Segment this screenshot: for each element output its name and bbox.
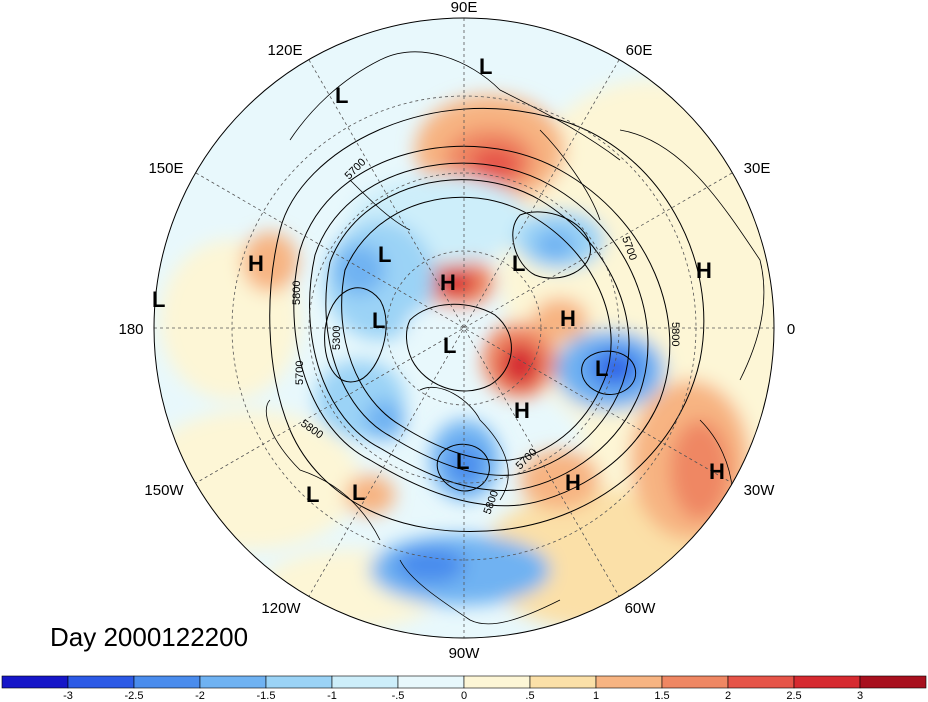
colorbar-tick-label: -2.5 <box>125 690 144 702</box>
lon-label-150w: 150W <box>144 482 184 499</box>
colorbar-box <box>265 675 333 689</box>
colorbar-box <box>727 675 795 689</box>
anomaly-field <box>154 18 774 638</box>
low-center: H <box>514 398 530 423</box>
colorbar-tick-label: 3 <box>857 690 863 702</box>
contour-label: 5800 <box>669 322 681 346</box>
colorbar-tick-label: 1.5 <box>654 690 669 702</box>
colorbar-box <box>1 675 69 689</box>
longitude-labels: 90E 60E 30E 0 30W 60W 90W 120W 150W 180 … <box>118 0 795 662</box>
colorbar-box <box>859 675 927 689</box>
contour-label: 5300 <box>331 326 343 350</box>
lon-label-150e: 150E <box>148 160 183 177</box>
high-center: H <box>565 470 581 495</box>
colorbar-tick-label: -1 <box>327 690 337 702</box>
lon-label-90e: 90E <box>451 0 478 16</box>
high-center: L <box>352 480 365 505</box>
colorbar-box <box>463 675 531 689</box>
map-boundary <box>153 17 775 639</box>
lon-label-180: 180 <box>118 321 143 338</box>
contour-label: 5700 <box>294 361 306 385</box>
lon-label-120w: 120W <box>261 600 301 617</box>
low-center: L <box>372 308 385 333</box>
lon-label-120e: 120E <box>267 42 302 59</box>
colorbar-tick-label: -3 <box>63 690 73 702</box>
lon-label-30e: 30E <box>744 160 771 177</box>
high-center: H <box>440 270 456 295</box>
colorbar-tick-label: 0 <box>461 690 467 702</box>
colorbar-tick-label: -1.5 <box>257 690 276 702</box>
height-contours <box>269 107 705 532</box>
low-center: L <box>443 333 456 358</box>
day-title: Day 2000122200 <box>50 622 248 652</box>
lon-label-30w: 30W <box>744 482 776 499</box>
colorbar-box <box>661 675 729 689</box>
colorbar-tick-label: .5 <box>525 690 534 702</box>
graticule <box>154 18 774 638</box>
colorbar-tick-label: 2.5 <box>786 690 801 702</box>
colorbar-box <box>331 675 399 689</box>
colorbar-box <box>793 675 861 689</box>
low-center: L <box>335 83 348 108</box>
colorbar-box <box>199 675 267 689</box>
low-center: L <box>479 54 492 79</box>
lon-label-60w: 60W <box>625 600 657 617</box>
lon-label-90w: 90W <box>449 645 481 662</box>
coastlines <box>266 51 765 631</box>
low-center: L <box>456 449 469 474</box>
colorbar: -3 -2.5 -2 -1.5 -1 -.5 0 .5 1 1.5 2 2.5 3 <box>1 675 927 702</box>
high-center: H <box>248 251 264 276</box>
colorbar-box <box>397 675 465 689</box>
high-center: H <box>560 306 576 331</box>
colorbar-tick-label: -.5 <box>392 690 405 702</box>
lon-label-0: 0 <box>787 321 795 338</box>
colorbar-box <box>67 675 135 689</box>
high-center: H <box>696 258 712 283</box>
low-center: L <box>595 356 608 381</box>
colorbar-tick-label: 2 <box>725 690 731 702</box>
colorbar-tick-label: 1 <box>593 690 599 702</box>
lon-label-60e: 60E <box>626 42 653 59</box>
contour-label: 5800 <box>291 281 303 305</box>
low-center: L <box>378 242 391 267</box>
colorbar-box <box>133 675 201 689</box>
colorbar-box <box>595 675 663 689</box>
pressure-centers: L L H L L H L H H L L L H L H H L L <box>152 54 725 507</box>
high-center: H <box>709 459 725 484</box>
colorbar-tick-label: -2 <box>195 690 205 702</box>
low-center: L <box>306 482 319 507</box>
low-center: L <box>152 287 165 312</box>
colorbar-box <box>529 675 597 689</box>
low-center: L <box>512 251 525 276</box>
